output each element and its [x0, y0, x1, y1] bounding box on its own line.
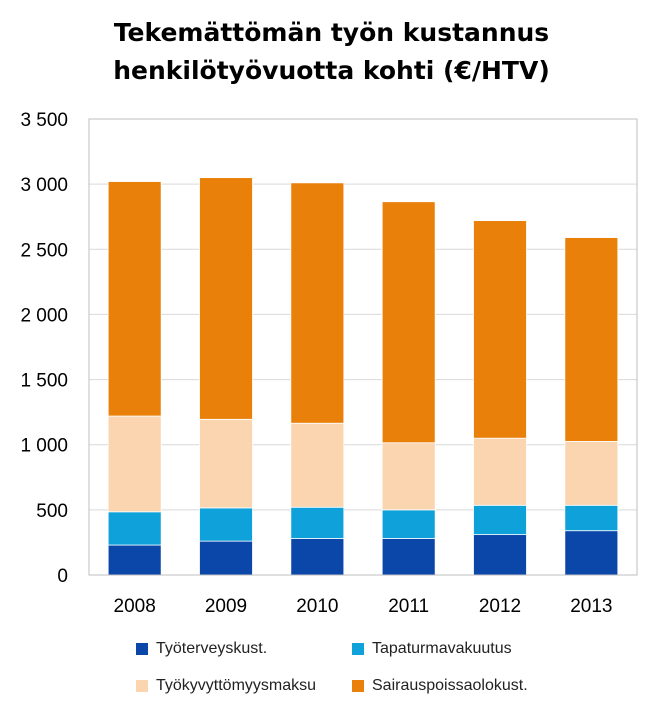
- x-tick-label: 2009: [205, 596, 247, 617]
- bar-stacks: [107, 177, 619, 576]
- chart-title: Tekemättömän työn kustannus henkilötyövu…: [0, 14, 663, 90]
- bar-segment: [199, 540, 253, 576]
- bar-segment: [107, 181, 162, 417]
- bar-stack-2012: [473, 220, 527, 576]
- bar-segment: [381, 509, 436, 539]
- y-axis-ticks: 0 500 1 000 1 500 2 000 2 500 3 000 3 500: [20, 110, 68, 587]
- bar-stack-2011: [381, 201, 436, 576]
- bar-stack-2013: [564, 237, 619, 576]
- bar-segment: [290, 506, 345, 539]
- plot-area-border: [88, 118, 638, 576]
- bar-segment: [381, 201, 436, 444]
- y-tick-label: 3 000: [20, 175, 68, 196]
- bar-segment: [381, 538, 436, 576]
- bar-segment: [199, 418, 253, 509]
- bar-segment: [107, 511, 162, 546]
- x-tick-label: 2012: [479, 596, 521, 617]
- y-tick-label: 2 500: [20, 240, 68, 261]
- y-tick-label: 1 000: [20, 436, 68, 457]
- x-tick-label: 2008: [114, 596, 156, 617]
- bar-segment: [290, 182, 345, 424]
- bar-segment: [564, 530, 619, 576]
- grid-lines: [89, 183, 637, 511]
- y-tick-label: 500: [36, 501, 68, 522]
- x-tick-label: 2013: [570, 596, 612, 617]
- bar-segment: [473, 220, 527, 439]
- bar-segment: [290, 422, 345, 508]
- y-tick-label: 1 500: [20, 371, 68, 392]
- bar-segment: [564, 504, 619, 532]
- bar-segment: [107, 544, 162, 576]
- bar-segment: [199, 507, 253, 542]
- bar-segment: [564, 237, 619, 442]
- x-tick-label: 2010: [296, 596, 338, 617]
- y-tick-label: 2 000: [20, 305, 68, 326]
- bar-stack-2010: [290, 182, 345, 576]
- bar-segment: [473, 437, 527, 506]
- bar-segment: [473, 534, 527, 576]
- bar-segment: [381, 442, 436, 511]
- bar-segment: [199, 177, 253, 420]
- bar-segment: [473, 504, 527, 536]
- y-tick-label: 3 500: [20, 110, 68, 131]
- bar-segment: [290, 538, 345, 576]
- chart-title-line-2: henkilötyövuotta kohti (€/HTV): [113, 56, 550, 85]
- bar-stack-2008: [107, 181, 162, 576]
- x-tick-label: 2011: [388, 596, 429, 617]
- y-tick-label: 0: [57, 566, 68, 587]
- bar-segment: [107, 415, 162, 513]
- chart-title-line-1: Tekemättömän työn kustannus: [113, 18, 550, 47]
- x-axis-ticks: 2008 2009 2010 2011 2012 2013: [114, 596, 613, 617]
- bar-stack-2009: [199, 177, 253, 576]
- bar-segment: [564, 441, 619, 506]
